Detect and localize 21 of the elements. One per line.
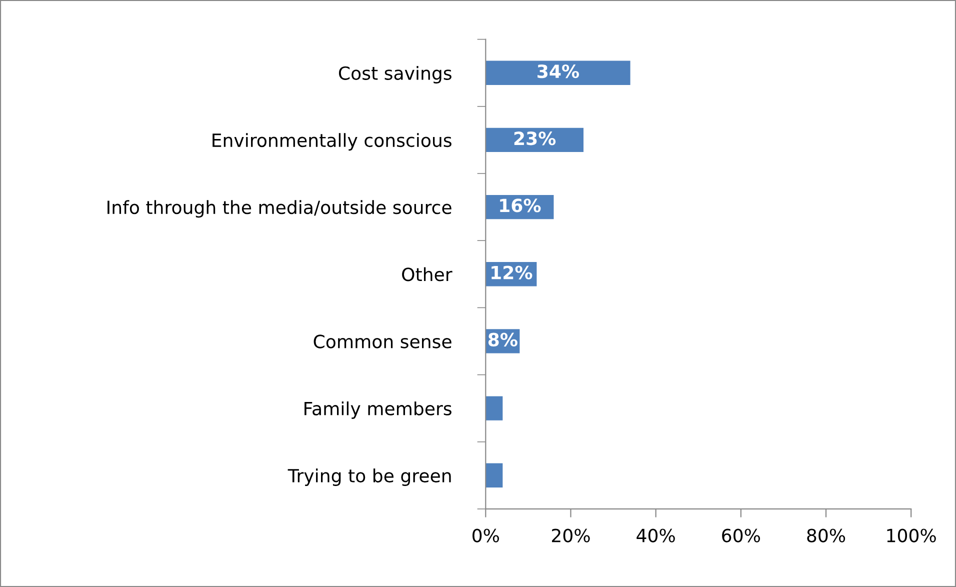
y-tick-label: Common sense: [314, 334, 452, 348]
data-label: 34%: [538, 64, 580, 78]
bar: [486, 60, 630, 85]
x-tick-label: 100%: [887, 528, 936, 542]
bar: [486, 463, 503, 488]
x-tick-label: 40%: [636, 528, 675, 542]
y-tick-label: Info through the media/outside source: [108, 200, 452, 218]
x-tick-label: 20%: [552, 528, 590, 542]
data-label: 8%: [488, 332, 518, 346]
data-label: 16%: [500, 198, 541, 212]
y-tick-label: Other: [402, 267, 452, 282]
x-tick-label: 0%: [472, 528, 499, 542]
x-tick-label: 80%: [807, 528, 846, 542]
y-tick-label: Family members: [304, 401, 452, 419]
data-label: 12%: [492, 266, 532, 280]
data-label: 23%: [514, 132, 556, 146]
y-tick-label: Environmentally conscious: [212, 133, 452, 151]
y-tick-label: Cost savings: [338, 66, 452, 84]
x-tick-label: 60%: [722, 528, 760, 542]
bar: [486, 396, 503, 420]
y-tick-label: Trying to be green: [288, 468, 451, 486]
